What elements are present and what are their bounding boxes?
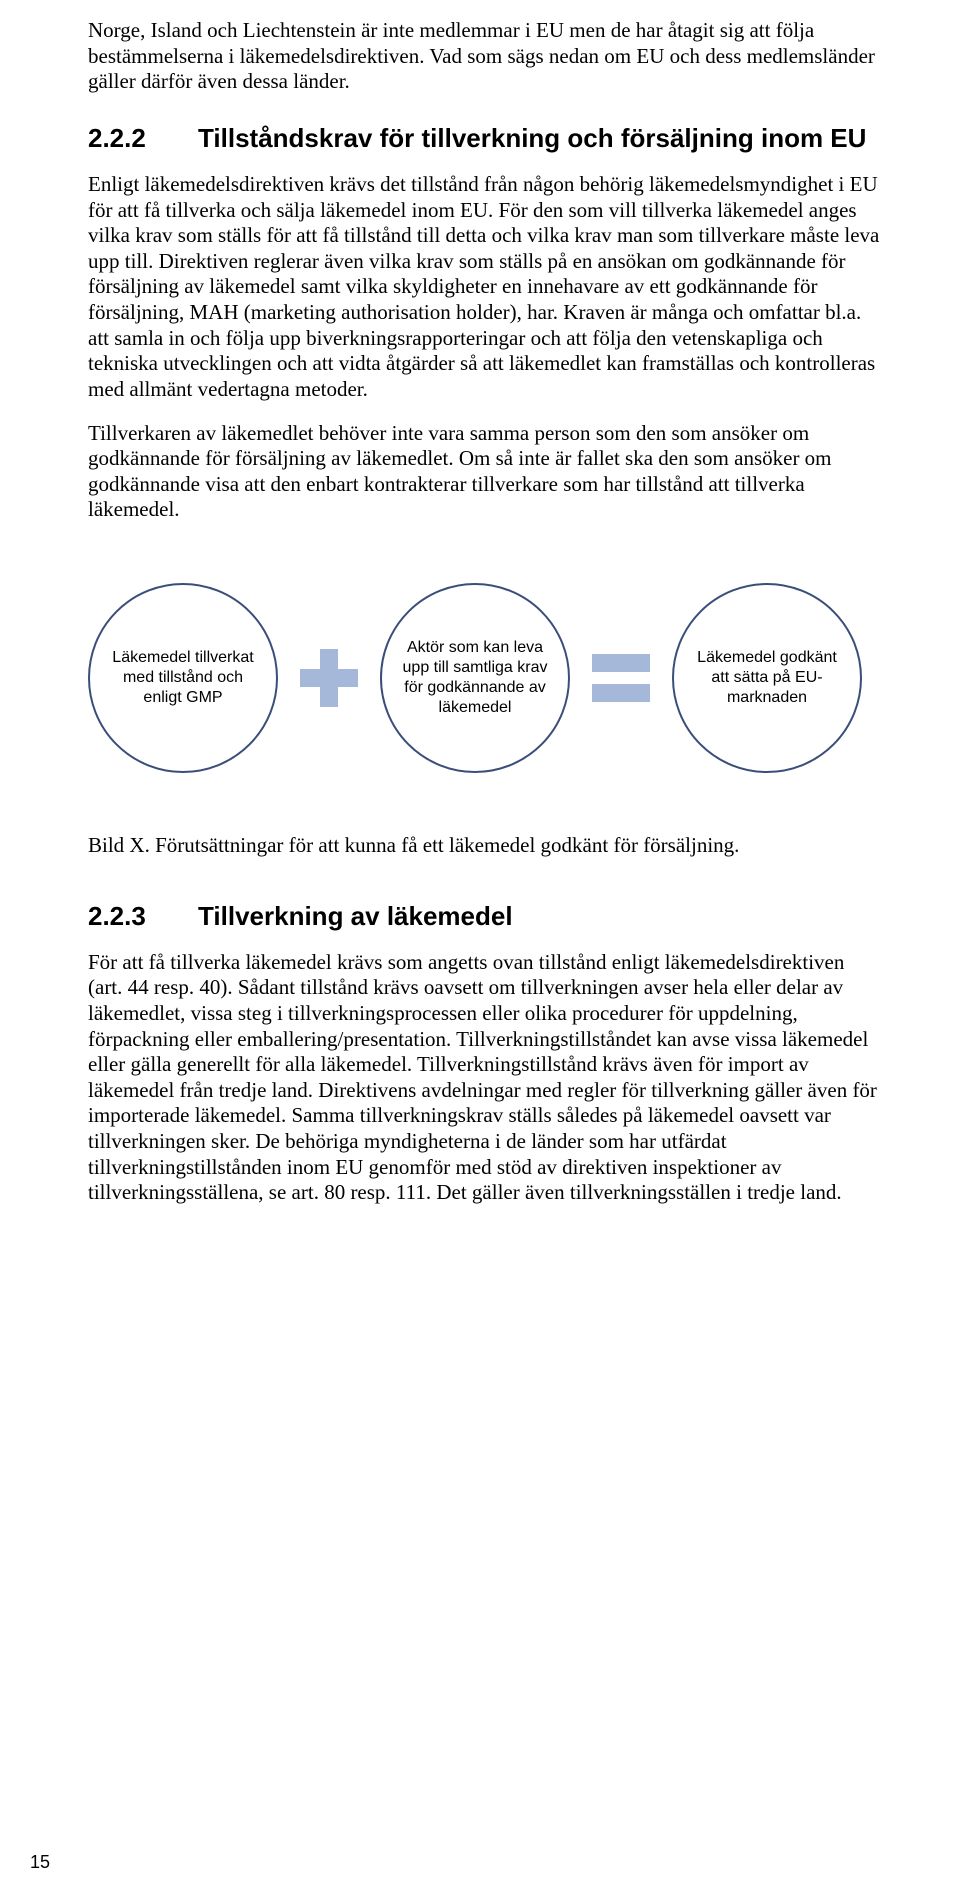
equation-diagram: Läkemedel tillverkat med tillstånd och e… [88, 583, 880, 773]
paragraph-intro: Norge, Island och Liechtenstein är inte … [88, 18, 880, 95]
figure-caption: Bild X. Förutsättningar för att kunna få… [88, 833, 880, 859]
equals-icon [592, 654, 650, 702]
heading-222-number: 2.2.2 [88, 123, 198, 154]
heading-223: 2.2.3 Tillverkning av läkemedel [88, 901, 880, 932]
diagram-circle-2-text: Aktör som kan leva upp till samtliga kra… [396, 638, 554, 718]
diagram-circle-2: Aktör som kan leva upp till samtliga kra… [380, 583, 570, 773]
heading-223-title: Tillverkning av läkemedel [198, 901, 513, 932]
heading-222: 2.2.2 Tillståndskrav för tillverkning oc… [88, 123, 880, 154]
paragraph-222a: Enligt läkemedelsdirektiven krävs det ti… [88, 172, 880, 402]
heading-222-title: Tillståndskrav för tillverkning och förs… [198, 123, 866, 154]
diagram-circle-1: Läkemedel tillverkat med tillstånd och e… [88, 583, 278, 773]
paragraph-223: För att få tillverka läkemedel krävs som… [88, 950, 880, 1206]
page-number: 15 [30, 1852, 50, 1873]
heading-223-number: 2.2.3 [88, 901, 198, 932]
diagram-circle-1-text: Läkemedel tillverkat med tillstånd och e… [104, 648, 262, 708]
plus-icon [300, 649, 358, 707]
document-page: Norge, Island och Liechtenstein är inte … [0, 0, 960, 1903]
diagram-circle-3: Läkemedel godkänt att sätta på EU-markna… [672, 583, 862, 773]
diagram-circle-3-text: Läkemedel godkänt att sätta på EU-markna… [688, 648, 846, 708]
paragraph-222b: Tillverkaren av läkemedlet behöver inte … [88, 421, 880, 523]
